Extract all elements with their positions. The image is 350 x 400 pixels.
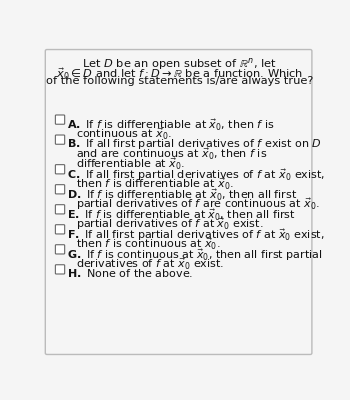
Text: then $f$ is continuous at $\vec{x}_0$.: then $f$ is continuous at $\vec{x}_0$.: [76, 237, 221, 252]
FancyBboxPatch shape: [45, 50, 312, 354]
Text: $\mathbf{F.}$ If all first partial derivatives of $f$ at $\vec{x}_0$ exist,: $\mathbf{F.}$ If all first partial deriv…: [67, 227, 324, 243]
Text: differentiable at $\vec{x}_0$.: differentiable at $\vec{x}_0$.: [76, 156, 186, 172]
Text: $\mathbf{B.}$ If all first partial derivatives of $f$ exist on $D$: $\mathbf{B.}$ If all first partial deriv…: [67, 137, 322, 151]
Text: then $f$ is differentiable at $\vec{x}_0$.: then $f$ is differentiable at $\vec{x}_0…: [76, 176, 234, 192]
Text: $\mathbf{C.}$ If all first partial derivatives of $f$ at $\vec{x}_0$ exist,: $\mathbf{C.}$ If all first partial deriv…: [67, 167, 325, 183]
Text: partial derivatives of $f$ are continuous at $\vec{x}_0$.: partial derivatives of $f$ are continuou…: [76, 197, 320, 212]
Text: Let $D$ be an open subset of $\mathbb{R}^n$, let: Let $D$ be an open subset of $\mathbb{R}…: [82, 56, 277, 72]
Text: derivatives of $f$ at $\vec{x}_0$ exist.: derivatives of $f$ at $\vec{x}_0$ exist.: [76, 257, 224, 272]
FancyBboxPatch shape: [55, 225, 65, 234]
FancyBboxPatch shape: [55, 115, 65, 124]
FancyBboxPatch shape: [55, 185, 65, 194]
FancyBboxPatch shape: [55, 205, 65, 214]
Text: partial derivatives of $f$ at $\vec{x}_0$ exist.: partial derivatives of $f$ at $\vec{x}_0…: [76, 217, 264, 232]
Text: continuous at $\vec{x}_0$.: continuous at $\vec{x}_0$.: [76, 127, 172, 142]
FancyBboxPatch shape: [55, 165, 65, 174]
Text: $\mathbf{G.}$ If $f$ is continuous at $\vec{x}_0$, then all first partial: $\mathbf{G.}$ If $f$ is continuous at $\…: [67, 247, 323, 263]
Text: $\mathbf{A.}$ If $f$ is differentiable at $\vec{x}_0$, then $f$ is: $\mathbf{A.}$ If $f$ is differentiable a…: [67, 117, 275, 133]
Text: and are continuous at $\vec{x}_0$, then $f$ is: and are continuous at $\vec{x}_0$, then …: [76, 147, 268, 162]
FancyBboxPatch shape: [55, 135, 65, 144]
Text: $\mathbf{E.}$ If $f$ is differentiable at $\vec{x}_0$, then all first: $\mathbf{E.}$ If $f$ is differentiable a…: [67, 207, 296, 222]
Text: $\mathbf{D.}$ If $f$ is differentiable at $\vec{x}_0$, then all first: $\mathbf{D.}$ If $f$ is differentiable a…: [67, 187, 298, 202]
Text: $\mathbf{H.}$ None of the above.: $\mathbf{H.}$ None of the above.: [67, 267, 193, 279]
FancyBboxPatch shape: [55, 245, 65, 254]
FancyBboxPatch shape: [55, 265, 65, 274]
Text: of the following statements is/are always true?: of the following statements is/are alway…: [46, 76, 313, 86]
Text: $\vec{x}_0 \in D$ and let $f : D \rightarrow \mathbb{R}$ be a function. Which: $\vec{x}_0 \in D$ and let $f : D \righta…: [56, 66, 303, 82]
